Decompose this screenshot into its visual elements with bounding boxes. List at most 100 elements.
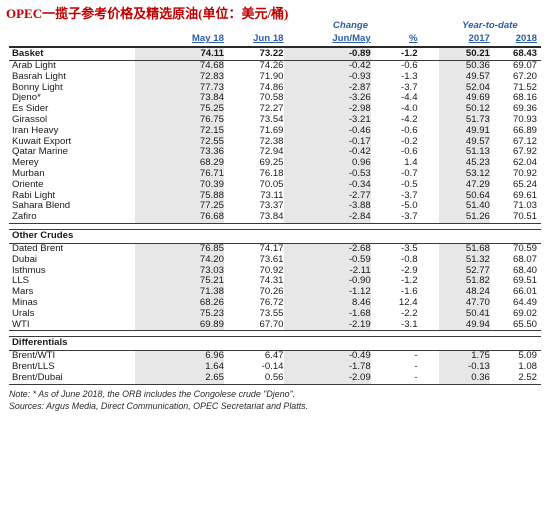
cell-pct: -2.2 (401, 307, 418, 319)
table-row: Murban 76.71 76.18 -0.53 -0.7 53.12 70.92 (9, 167, 541, 180)
table-row: Mars 71.38 70.26 -1.12 -1.6 48.24 66.01 (9, 286, 541, 298)
cell-chg: -0.90 (283, 276, 371, 288)
cell-name: Dated Brent (12, 242, 64, 254)
table-row: Arab Light 74.68 74.26 -0.42 -0.6 50.36 69.07 (9, 59, 541, 72)
ytd-header: Year-to-date (462, 20, 518, 32)
table-row: Zafiro 76.68 73.84 -2.84 -3.7 51.26 70.51 (9, 211, 541, 224)
cell-name: Basket (12, 47, 44, 59)
cell-pct: - (414, 361, 418, 373)
cell-jun: 73.22 (259, 47, 284, 59)
cell-y17: 47.70 (438, 297, 490, 309)
cell-may: 73.36 (134, 147, 224, 159)
cell-y17: 52.04 (438, 82, 490, 94)
junmay-header: Jun/May (332, 33, 371, 45)
cell-chg: -0.42 (283, 147, 371, 159)
cell-y18: 65.24 (512, 178, 537, 190)
table-row: Dated Brent 76.85 74.17 -2.68 -3.5 51.68 70.59 (9, 242, 541, 255)
cell-y18: 2.52 (489, 372, 541, 385)
cell-pct: -1.6 (401, 286, 418, 298)
cell-name: WTI (9, 319, 135, 332)
cell-name: Oriente (12, 178, 44, 190)
cell-name: Isthmus (12, 264, 46, 276)
cell-y18: 69.36 (512, 103, 537, 115)
cell-may: 75.88 (134, 190, 224, 202)
cell-pct: -1.2 (401, 47, 418, 59)
table-row: Isthmus 73.03 70.92 -2.11 -2.9 52.77 68.40 (9, 264, 541, 277)
cell-pct: -3.7 (370, 211, 418, 224)
cell-name: Basrah Light (12, 70, 66, 82)
cell-may: 76.71 (134, 168, 224, 180)
cell-name: Iran Heavy (12, 124, 59, 136)
cell-y18: 69.02 (512, 307, 537, 319)
y2018-header: 2018 (515, 33, 537, 45)
cell-y17: 49.94 (438, 319, 490, 332)
cell-jun: 76.18 (259, 167, 284, 179)
cell-may: 68.26 (134, 297, 224, 309)
cell-jun: 73.11 (260, 189, 284, 201)
cell-pct: -0.2 (401, 135, 418, 147)
cell-y18: 70.92 (512, 167, 537, 179)
cell-y17: 51.26 (438, 211, 490, 224)
cell-y18: 70.59 (512, 242, 537, 254)
cell-y17: -0.13 (438, 361, 490, 373)
cell-y17: 50.41 (438, 308, 490, 320)
cell-y17: 0.36 (438, 372, 490, 385)
cell-y17: 51.40 (438, 201, 490, 213)
cell-may: 75.25 (134, 103, 224, 115)
cell-chg: -3.21 (283, 114, 371, 126)
cell-name: Urals (12, 307, 35, 319)
cell-y17: 45.23 (438, 157, 490, 169)
opec-price-table: Change Year-to-date May 18 Jun 18 Jun/Ma… (9, 20, 541, 385)
table-row: Dubai 74.20 73.61 -0.59 -0.8 51.32 68.07 (9, 253, 541, 266)
cell-jun: 74.31 (259, 275, 284, 287)
cell-jun: 73.61 (259, 253, 284, 265)
table-row: Brent/LLS 1.64 -0.14 -1.78 - -0.13 1.08 (9, 361, 541, 373)
table-row: Minas 68.26 76.72 8.46 12.4 47.70 64.49 (9, 297, 541, 309)
cell-name: Qatar Marine (12, 146, 68, 158)
cell-jun: 73.84 (223, 211, 284, 224)
cell-may: 71.38 (134, 286, 224, 298)
table-row: Qatar Marine 73.36 72.94 -0.42 -0.6 51.13 67.9… (9, 146, 541, 159)
table-row: Urals 75.23 73.55 -1.68 -2.2 50.41 69.02 (9, 307, 541, 320)
sources-note: Sources: Argus Media, Direct Communicati… (9, 401, 309, 411)
cell-may: 73.03 (134, 265, 224, 277)
cell-pct: -0.5 (401, 178, 418, 190)
cell-chg: -0.89 (283, 47, 371, 61)
cell-chg: -0.59 (283, 254, 371, 266)
cell-may: 76.75 (134, 114, 224, 126)
cell-y18: 65.50 (489, 319, 541, 332)
cell-may: 77.25 (134, 201, 224, 213)
cell-may: 77.73 (134, 82, 224, 94)
cell-name: Kuwait Export (12, 135, 72, 147)
cell-pct: -0.6 (401, 124, 418, 136)
cell-name: Arab Light (9, 59, 135, 72)
table-row: LLS 75.21 74.31 -0.90 -1.2 51.82 69.51 (9, 275, 541, 288)
cell-may: 6.96 (134, 350, 224, 363)
cell-y18: 69.07 (489, 59, 541, 72)
cell-chg: -2.77 (283, 190, 371, 202)
cell-may: 72.15 (134, 125, 224, 137)
table-row: Girassol 76.75 73.54 -3.21 -4.2 51.73 70.93 (9, 113, 541, 126)
cell-chg: -2.68 (283, 243, 371, 255)
cell-y18: 71.03 (512, 200, 537, 212)
cell-jun: 71.90 (259, 70, 284, 82)
cell-chg: -2.19 (283, 319, 371, 332)
cell-pct: -4.2 (401, 113, 418, 125)
cell-name: Girassol (12, 113, 48, 125)
cell-y17: 50.64 (438, 190, 490, 202)
cell-y18: 68.07 (512, 253, 537, 265)
cell-name: Djeno* (12, 92, 41, 104)
header-row-groups: Change Year-to-date (9, 20, 541, 33)
cell-pct: -3.1 (370, 319, 418, 332)
cell-may: 72.55 (134, 136, 224, 148)
header-row-columns: May 18 Jun 18 Jun/May % 2017 2018 (9, 33, 541, 48)
cell-y18: 62.04 (512, 157, 537, 169)
cell-y17: 51.82 (438, 276, 490, 288)
cell-jun: 70.26 (259, 286, 284, 298)
cell-may: 76.68 (134, 211, 224, 224)
cell-chg: -0.53 (283, 168, 371, 180)
cell-chg: -2.09 (283, 372, 371, 385)
cell-y17: 51.13 (438, 147, 490, 159)
cell-name: Dubai (12, 253, 38, 265)
cell-may: 74.11 (134, 47, 224, 61)
